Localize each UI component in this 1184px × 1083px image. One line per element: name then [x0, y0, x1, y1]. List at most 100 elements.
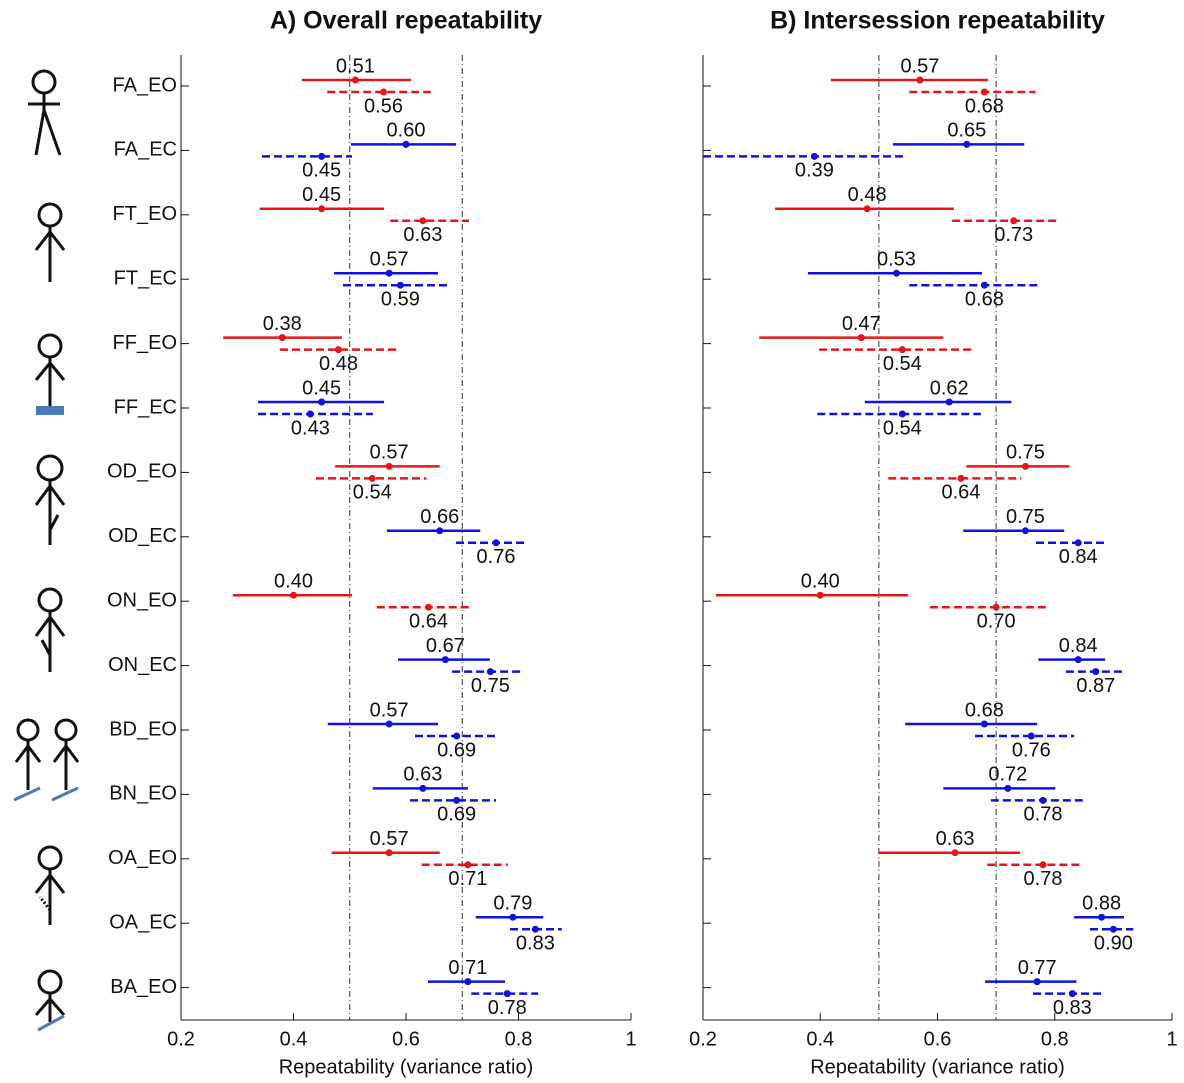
- value-label: 0.79: [493, 892, 532, 914]
- value-label: 0.88: [1082, 892, 1121, 914]
- point: [464, 861, 472, 869]
- point: [916, 76, 924, 84]
- value-label: 0.70: [977, 610, 1016, 632]
- point: [385, 462, 393, 470]
- value-label: 0.78: [1024, 804, 1063, 826]
- value-label: 0.66: [420, 506, 459, 528]
- value-label: 0.62: [930, 377, 969, 399]
- x-tick-label: 0.6: [392, 1028, 420, 1050]
- value-label: 0.83: [1053, 997, 1092, 1019]
- value-label: 0.77: [1018, 957, 1057, 979]
- value-label: 0.73: [994, 224, 1033, 246]
- value-label: 0.84: [1059, 546, 1098, 568]
- category-label: ON_EO: [107, 589, 177, 611]
- category-label: FF_EC: [114, 396, 177, 418]
- value-label: 0.57: [370, 828, 409, 850]
- point: [892, 269, 900, 277]
- x-tick-label: 0.4: [280, 1028, 308, 1050]
- point: [531, 925, 539, 933]
- point: [1068, 990, 1076, 998]
- category-label: BN_EO: [109, 783, 177, 805]
- point: [453, 732, 461, 740]
- panel-title: A) Overall repeatability: [270, 7, 542, 35]
- point: [857, 334, 865, 342]
- point: [436, 527, 444, 535]
- point: [816, 591, 824, 599]
- point: [335, 346, 342, 354]
- point: [441, 656, 449, 664]
- point: [278, 334, 286, 342]
- point: [898, 346, 906, 354]
- value-label: 0.47: [842, 313, 881, 335]
- x-tick-label: 1: [1166, 1028, 1177, 1050]
- x-tick-label: 0.2: [689, 1028, 717, 1050]
- point: [951, 849, 959, 857]
- value-label: 0.45: [302, 377, 341, 399]
- value-label: 0.48: [319, 353, 358, 375]
- point: [980, 720, 988, 728]
- point: [1098, 913, 1106, 921]
- x-tick-label: 0.4: [806, 1028, 834, 1050]
- point: [1092, 668, 1100, 676]
- point: [385, 720, 393, 728]
- value-label: 0.48: [848, 184, 887, 206]
- category-label: FA_EO: [113, 74, 177, 96]
- value-label: 0.43: [291, 417, 330, 439]
- point: [453, 796, 461, 804]
- point: [402, 140, 410, 148]
- point: [396, 281, 404, 289]
- value-label: 0.90: [1094, 932, 1133, 954]
- point: [318, 152, 326, 160]
- value-label: 0.40: [801, 570, 840, 592]
- value-label: 0.68: [965, 95, 1004, 117]
- value-label: 0.38: [263, 313, 302, 335]
- value-label: 0.60: [387, 120, 426, 142]
- category-label: FT_EC: [114, 267, 177, 289]
- point: [992, 603, 1000, 611]
- point: [425, 603, 432, 611]
- category-label: ON_EC: [108, 654, 177, 676]
- value-label: 0.84: [1059, 635, 1098, 657]
- value-label: 0.51: [336, 55, 375, 77]
- point: [1074, 656, 1082, 664]
- point: [1021, 462, 1029, 470]
- x-tick-label: 0.2: [167, 1028, 195, 1050]
- point: [368, 474, 376, 482]
- value-label: 0.75: [1006, 442, 1045, 464]
- category-label: FA_EC: [114, 139, 177, 161]
- x-tick-label: 0.6: [924, 1028, 952, 1050]
- value-label: 0.78: [1024, 868, 1063, 890]
- point: [419, 217, 427, 225]
- point: [385, 269, 393, 277]
- value-label: 0.45: [302, 160, 341, 182]
- value-label: 0.63: [403, 224, 442, 246]
- value-label: 0.56: [364, 95, 403, 117]
- value-label: 0.57: [370, 248, 409, 270]
- category-label: FF_EO: [113, 332, 177, 354]
- category-label: OA_EC: [109, 911, 177, 933]
- point: [898, 410, 906, 418]
- point: [419, 784, 427, 792]
- category-label: OA_EO: [108, 847, 177, 869]
- point: [492, 539, 500, 547]
- value-label: 0.57: [900, 55, 939, 77]
- point: [1027, 732, 1035, 740]
- point: [385, 849, 393, 857]
- point: [963, 140, 971, 148]
- point: [318, 205, 326, 213]
- category-label: BA_EO: [110, 976, 177, 998]
- value-label: 0.68: [965, 288, 1004, 310]
- value-label: 0.75: [471, 675, 510, 697]
- point: [318, 398, 326, 406]
- point: [863, 205, 871, 213]
- point: [306, 410, 314, 418]
- value-label: 0.64: [409, 610, 448, 632]
- value-label: 0.68: [965, 699, 1004, 721]
- point: [957, 474, 965, 482]
- point: [290, 591, 297, 599]
- x-tick-label: 1: [625, 1028, 636, 1050]
- value-label: 0.59: [381, 288, 420, 310]
- value-label: 0.76: [477, 546, 516, 568]
- value-label: 0.64: [941, 482, 980, 504]
